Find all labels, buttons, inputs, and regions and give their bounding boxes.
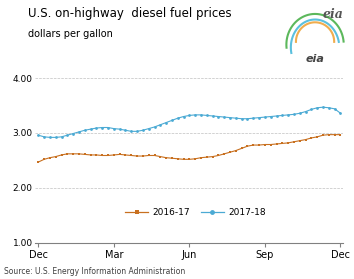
2016-17: [216, 154, 221, 157]
Legend: 2016-17, 2017-18: 2016-17, 2017-18: [122, 205, 269, 221]
2017-18: [338, 112, 343, 115]
2017-18: [222, 116, 226, 119]
2016-17: [36, 160, 40, 164]
2016-17: [338, 133, 343, 136]
Line: 2016-17: 2016-17: [37, 133, 342, 163]
2017-18: [216, 115, 221, 118]
2016-17: [211, 155, 215, 158]
2016-17: [327, 133, 331, 136]
2017-18: [274, 114, 279, 118]
Text: Source: U.S. Energy Information Administration: Source: U.S. Energy Information Administ…: [4, 267, 185, 276]
2016-17: [269, 143, 273, 146]
Text: U.S. on-highway  diesel fuel prices: U.S. on-highway diesel fuel prices: [28, 7, 232, 20]
2017-18: [234, 117, 238, 120]
2017-18: [36, 134, 40, 137]
2017-18: [240, 117, 244, 121]
2016-17: [303, 138, 308, 141]
2016-17: [228, 151, 232, 154]
2017-18: [48, 136, 52, 139]
2017-18: [321, 105, 325, 109]
2016-17: [118, 153, 122, 156]
Text: eia: eia: [306, 54, 325, 64]
Line: 2017-18: 2017-18: [37, 106, 342, 139]
Text: dollars per gallon: dollars per gallon: [28, 29, 113, 39]
2017-18: [123, 129, 127, 132]
Text: eia: eia: [322, 8, 343, 21]
